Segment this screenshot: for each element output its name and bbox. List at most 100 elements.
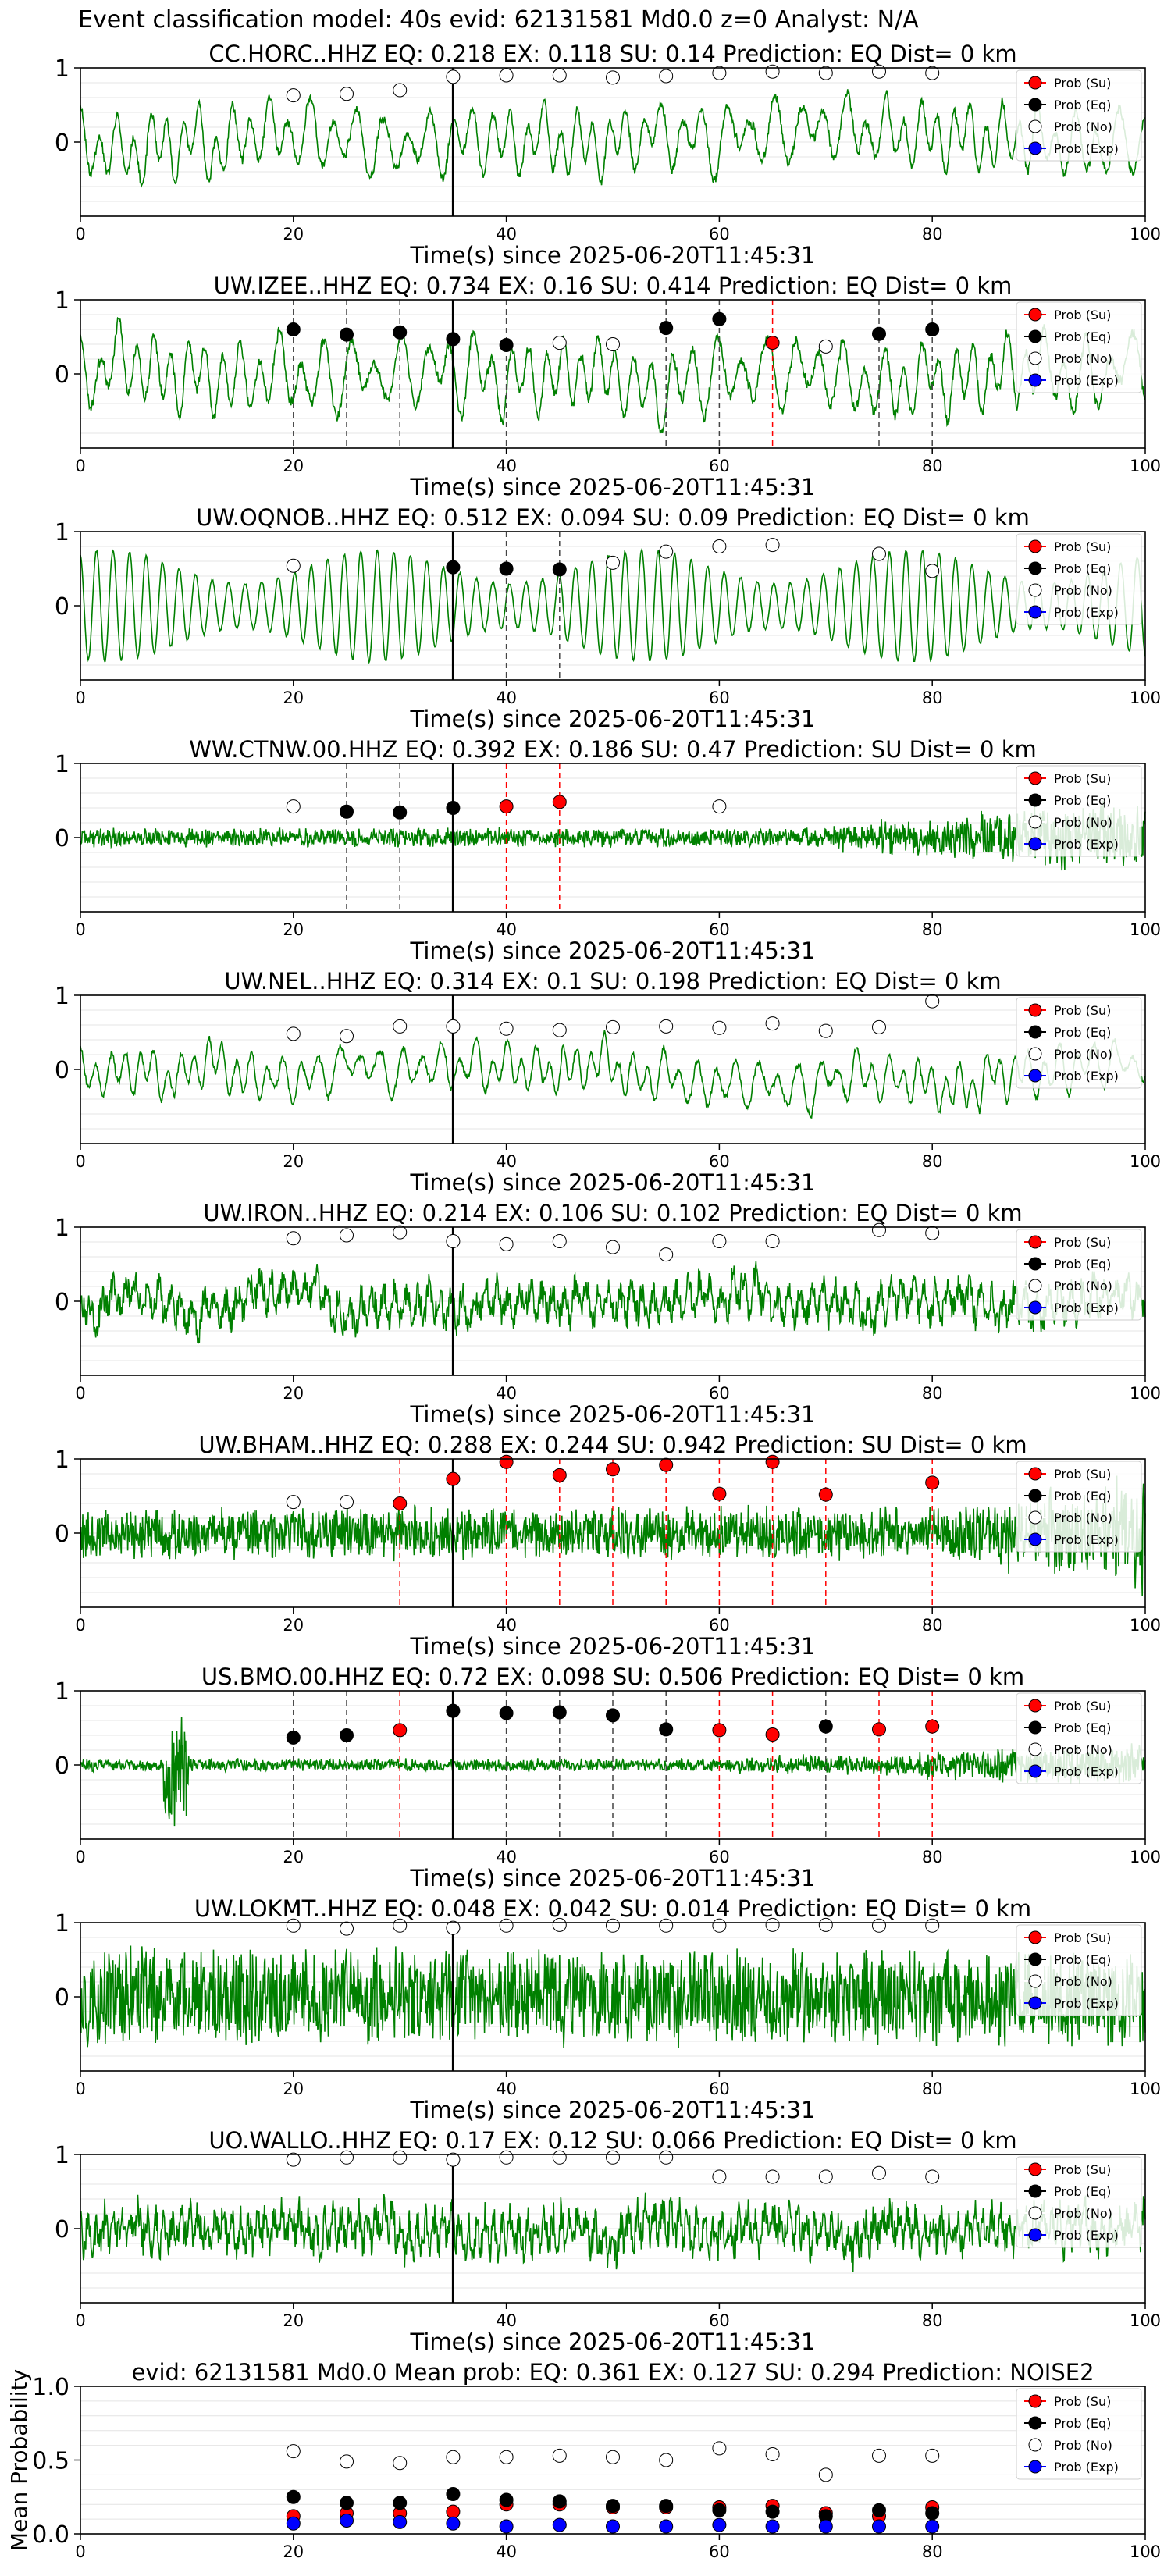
panel-5-xtick-label: 100: [1130, 1152, 1161, 1171]
panel-9-title: UW.LOKMT..HHZ EQ: 0.048 EX: 0.042 SU: 0.…: [194, 1895, 1031, 1922]
panel-9-prob-marker-no: [446, 1920, 461, 1935]
panel-4-prob-marker-no: [712, 799, 727, 814]
panel-10-title: UO.WALLO..HHZ EQ: 0.17 EX: 0.12 SU: 0.06…: [208, 2127, 1016, 2154]
panel-9-prob-marker-no: [393, 1918, 408, 1933]
panel-1: CC.HORC..HHZ EQ: 0.218 EX: 0.118 SU: 0.1…: [55, 41, 1161, 269]
panel-6-xtick-label: 60: [709, 1384, 730, 1403]
panel-9-prob-marker-no: [499, 1918, 514, 1933]
panel-5-waveform: [80, 1030, 1146, 1119]
panel-5-xtick-label: 40: [496, 1152, 517, 1171]
panel-10-prob-marker-no: [286, 2152, 301, 2167]
panel-3-legend-label-no: Prob (No): [1054, 583, 1112, 598]
panel-6-legend-label-su: Prob (Su): [1054, 1235, 1111, 1250]
panel-3-legend-label-exp: Prob (Exp): [1054, 605, 1119, 620]
panel-7-prob-marker-su: [552, 1468, 567, 1482]
panel-2-ytick-label: 0: [55, 361, 69, 389]
panel-11-mean-marker-exp: [446, 2516, 461, 2531]
panel-9-prob-marker-no: [552, 1917, 567, 1932]
panel-9-prob-marker-no: [872, 1918, 886, 1933]
panel-2-legend-marker-su: [1028, 308, 1042, 322]
panel-11-legend-marker-no: [1028, 2438, 1042, 2452]
panel-7-legend-marker-exp: [1028, 1532, 1042, 1546]
panel-1-ytick-label: 0: [55, 130, 69, 157]
panel-6-waveform: [80, 1261, 1146, 1344]
panel-1-title: CC.HORC..HHZ EQ: 0.218 EX: 0.118 SU: 0.1…: [208, 41, 1016, 67]
panel-8-prob-marker-eq: [818, 1719, 833, 1734]
panel-7: UW.BHAM..HHZ EQ: 0.288 EX: 0.244 SU: 0.9…: [55, 1432, 1161, 1660]
panel-5-xtick-label: 0: [75, 1152, 85, 1171]
panel-7-prob-marker-su: [712, 1486, 727, 1501]
panel-1-prob-marker-no: [606, 70, 620, 85]
panel-6-legend-label-exp: Prob (Exp): [1054, 1300, 1119, 1315]
panel-3: UW.OQNOB..HHZ EQ: 0.512 EX: 0.094 SU: 0.…: [55, 504, 1161, 732]
panel-6-legend-marker-su: [1028, 1235, 1042, 1249]
panel-7-legend-label-exp: Prob (Exp): [1054, 1532, 1119, 1547]
panel-1-frame: [80, 67, 1146, 217]
panel-10-prob-marker-no: [872, 2165, 886, 2180]
panel-8-title: US.BMO.00.HHZ EQ: 0.72 EX: 0.098 SU: 0.5…: [201, 1663, 1024, 1690]
panel-10-legend-label-su: Prob (Su): [1054, 2162, 1111, 2177]
panel-11-legend-label-su: Prob (Su): [1054, 2394, 1111, 2409]
panel-7-legend-marker-eq: [1028, 1489, 1042, 1503]
panel-5-ytick-label: 1: [55, 983, 69, 1010]
panel-2-waveform: [80, 316, 1146, 434]
panel-3-prob-marker-eq: [552, 562, 567, 577]
panel-11-mean-marker-no: [340, 2454, 354, 2469]
panel-3-prob-marker-no: [286, 558, 301, 573]
panel-2-prob-marker-eq: [872, 326, 886, 341]
panel-10-legend-label-exp: Prob (Exp): [1054, 2228, 1119, 2243]
panel-11-mean-marker-no: [818, 2467, 833, 2482]
panel-8-prob-marker-eq: [606, 1708, 620, 1723]
panel-7-xtick-label: 20: [283, 1616, 304, 1635]
panel-8-ytick-label: 0: [55, 1752, 69, 1780]
panel-11-mean-marker-no: [499, 2450, 514, 2464]
panel-11-mean-marker-exp: [499, 2519, 514, 2534]
panel-1-legend-box: [1016, 69, 1142, 162]
panel-1-prob-marker-no: [499, 68, 514, 83]
panel-1-prob-marker-no: [446, 69, 461, 84]
panel-11-mean-marker-exp: [818, 2519, 833, 2534]
panel-8-frame: [80, 1690, 1146, 1840]
panel-6-prob-marker-no: [393, 1225, 408, 1240]
panel-10-xtick-label: 0: [75, 2311, 85, 2330]
panel-11-mean-marker-eq: [925, 2506, 940, 2521]
panel-5-prob-marker-no: [552, 1023, 567, 1037]
panel-3-prob-marker-no: [925, 564, 940, 578]
panel-6-xtick-label: 100: [1130, 1384, 1161, 1403]
panel-8-prob-marker-eq: [659, 1722, 674, 1737]
panel-4-legend-box: [1016, 765, 1142, 857]
panel-9-prob-marker-no: [712, 1918, 727, 1933]
panel-6-xtick-label: 20: [283, 1384, 304, 1403]
panel-9-legend-label-no: Prob (No): [1054, 1974, 1112, 1989]
panel-11-frame: [80, 2386, 1146, 2535]
panel-9-xtick-label: 60: [709, 2080, 730, 2098]
panel-11-mean-marker-exp: [925, 2519, 940, 2534]
panel-5-prob-marker-no: [659, 1019, 674, 1034]
panel-3-ytick-label: 0: [55, 593, 69, 621]
panel-3-prob-marker-no: [606, 555, 620, 570]
panel-9-ytick-label: 1: [55, 1910, 69, 1937]
panel-6-frame: [80, 1226, 1146, 1376]
panel-7-xtick-label: 80: [922, 1616, 943, 1635]
panel-5-prob-marker-no: [446, 1019, 461, 1034]
panel-9-legend-box: [1016, 1924, 1142, 2016]
panel-4-legend-marker-no: [1028, 815, 1042, 829]
panel-11-mean-marker-no: [286, 2444, 301, 2459]
panel-6-xtick-label: 80: [922, 1384, 943, 1403]
panel-2-xlabel: Time(s) since 2025-06-20T11:45:31: [410, 474, 816, 500]
panel-3-legend-marker-eq: [1028, 561, 1042, 575]
panel-10-legend-label-no: Prob (No): [1054, 2206, 1112, 2221]
panel-2-prob-marker-eq: [925, 322, 940, 336]
panel-3-legend-label-eq: Prob (Eq): [1054, 561, 1111, 576]
panel-3-xtick-label: 100: [1130, 688, 1161, 707]
panel-10-prob-marker-no: [340, 2150, 354, 2165]
panel-7-legend-marker-su: [1028, 1467, 1042, 1481]
panel-5-legend-label-no: Prob (No): [1054, 1047, 1112, 1062]
panel-4-xtick-label: 40: [496, 920, 517, 939]
panel-4-prob-marker-eq: [340, 804, 354, 819]
panel-11-mean-marker-no: [659, 2453, 674, 2467]
panel-9-xtick-label: 80: [922, 2080, 943, 2098]
panel-3-prob-marker-no: [659, 544, 674, 559]
panel-5-prob-marker-no: [925, 994, 940, 1009]
panel-6-prob-marker-no: [286, 1231, 301, 1246]
